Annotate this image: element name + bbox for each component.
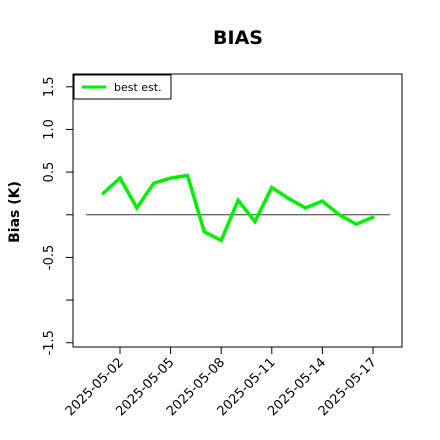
y-tick-label: 1.5 bbox=[42, 76, 57, 97]
series-layer bbox=[101, 173, 375, 243]
data-point bbox=[101, 191, 105, 196]
data-point bbox=[270, 185, 274, 190]
data-point bbox=[253, 219, 257, 224]
data-point bbox=[118, 176, 122, 180]
x-axis: 2025-05-022025-05-052025-05-082025-05-11… bbox=[63, 347, 380, 419]
plot-frame bbox=[72, 73, 403, 348]
y-tick-label: 0.5 bbox=[42, 162, 57, 183]
legend-label: best est. bbox=[114, 81, 162, 94]
data-point bbox=[354, 222, 358, 226]
y-axis: -1.5 -0.5 0.5 1.0 1.5 bbox=[42, 76, 73, 355]
data-point bbox=[287, 196, 291, 201]
chart-title: BIAS bbox=[213, 27, 263, 49]
legend: best est. bbox=[73, 74, 172, 100]
data-point bbox=[135, 206, 139, 210]
data-point bbox=[185, 173, 190, 178]
data-point bbox=[152, 181, 156, 185]
data-point bbox=[169, 176, 173, 180]
y-axis-label: Bias (K) bbox=[7, 181, 23, 243]
y-tick-label: -0.5 bbox=[42, 245, 57, 270]
data-point bbox=[320, 199, 324, 203]
data-point bbox=[219, 238, 223, 242]
data-point bbox=[236, 198, 240, 202]
data-point bbox=[303, 206, 308, 210]
data-point bbox=[337, 213, 341, 217]
y-tick-label: -1.5 bbox=[42, 330, 57, 355]
data-point bbox=[371, 215, 375, 219]
data-point bbox=[202, 230, 206, 234]
y-tick-label: 1.0 bbox=[42, 119, 57, 140]
series-line-best-est bbox=[101, 173, 374, 243]
